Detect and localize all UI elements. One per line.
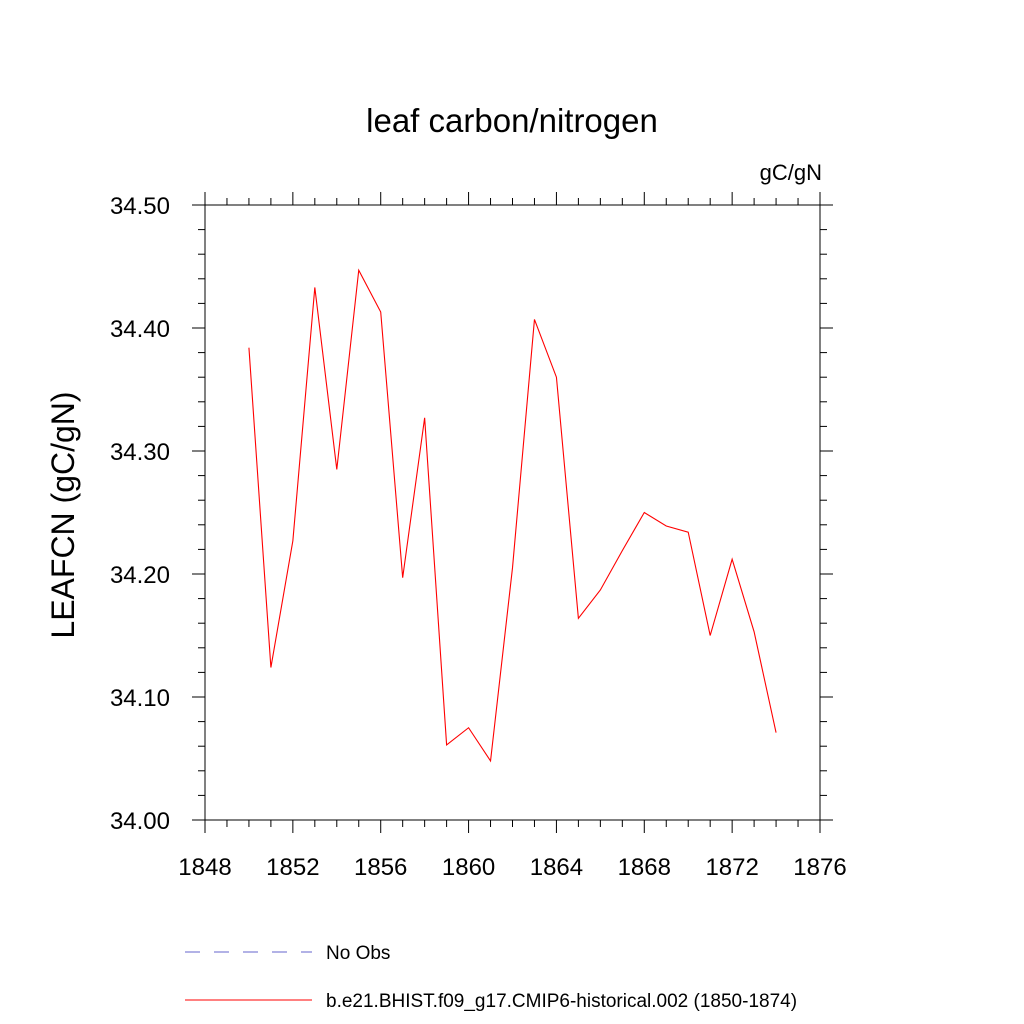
axis-ticks	[192, 192, 833, 833]
legend: No Obs b.e21.BHIST.f09_g17.CMIP6-historic…	[185, 943, 797, 1012]
x-tick-label: 1864	[530, 854, 583, 881]
y-tick-label: 34.40	[110, 316, 170, 343]
y-tick-label: 34.50	[110, 193, 170, 220]
plot-border	[204, 204, 821, 821]
y-tick-label: 34.00	[110, 808, 170, 835]
series-lines	[248, 268, 777, 763]
x-tick-label: 1876	[793, 854, 846, 881]
x-tick-label: 1860	[442, 854, 495, 881]
plot-frame	[204, 204, 821, 821]
y-tick-labels: 34.00 34.10 34.20 34.30 34.40 34.50	[110, 193, 170, 835]
x-tick-label: 1852	[266, 854, 319, 881]
legend-label: b.e21.BHIST.f09_g17.CMIP6-historical.002…	[326, 991, 797, 1012]
x-tick-label: 1868	[618, 854, 671, 881]
x-tick-label: 1872	[705, 854, 758, 881]
x-tick-label: 1848	[178, 854, 231, 881]
chart-title: leaf carbon/nitrogen	[366, 102, 658, 139]
y-tick-label: 34.20	[110, 562, 170, 589]
legend-label: No Obs	[326, 943, 390, 964]
x-tick-labels: 1848 1852 1856 1860 1864 1868 1872 1876	[178, 854, 846, 881]
y-tick-label: 34.30	[110, 439, 170, 466]
y-axis-label: LEAFCN (gC/gN)	[45, 391, 81, 638]
y-tick-label: 34.10	[110, 685, 170, 712]
x-tick-label: 1856	[354, 854, 407, 881]
units-label: gC/gN	[760, 160, 822, 185]
series-line	[248, 268, 777, 763]
